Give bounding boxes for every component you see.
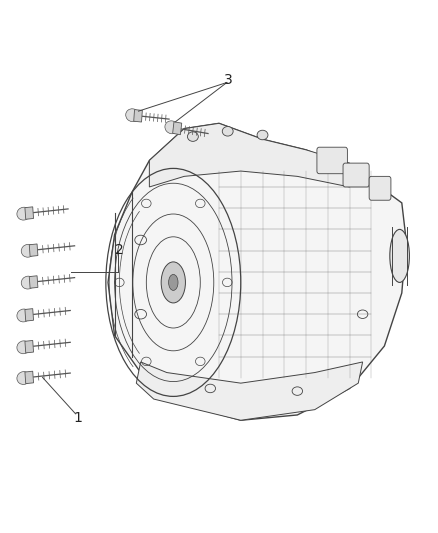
- Polygon shape: [134, 110, 142, 122]
- Ellipse shape: [21, 244, 35, 257]
- Ellipse shape: [126, 109, 139, 122]
- Ellipse shape: [187, 132, 198, 141]
- Polygon shape: [25, 371, 34, 384]
- Polygon shape: [29, 244, 38, 256]
- FancyBboxPatch shape: [317, 147, 347, 174]
- Polygon shape: [29, 276, 38, 288]
- Ellipse shape: [17, 341, 30, 354]
- Ellipse shape: [222, 126, 233, 136]
- Polygon shape: [108, 123, 406, 420]
- FancyBboxPatch shape: [343, 163, 369, 187]
- Ellipse shape: [169, 274, 178, 290]
- Ellipse shape: [390, 229, 410, 282]
- Ellipse shape: [165, 121, 178, 134]
- Ellipse shape: [17, 372, 30, 384]
- Text: 3: 3: [224, 74, 233, 87]
- Ellipse shape: [17, 207, 30, 220]
- Text: 2: 2: [115, 243, 124, 256]
- FancyBboxPatch shape: [369, 176, 391, 200]
- Polygon shape: [149, 123, 350, 187]
- Polygon shape: [25, 309, 34, 321]
- Ellipse shape: [161, 262, 185, 303]
- Ellipse shape: [257, 130, 268, 140]
- Text: 1: 1: [73, 410, 82, 425]
- Polygon shape: [173, 122, 182, 135]
- Polygon shape: [136, 362, 363, 420]
- Polygon shape: [25, 207, 34, 219]
- Ellipse shape: [17, 309, 30, 322]
- Polygon shape: [25, 341, 34, 353]
- Ellipse shape: [21, 276, 35, 289]
